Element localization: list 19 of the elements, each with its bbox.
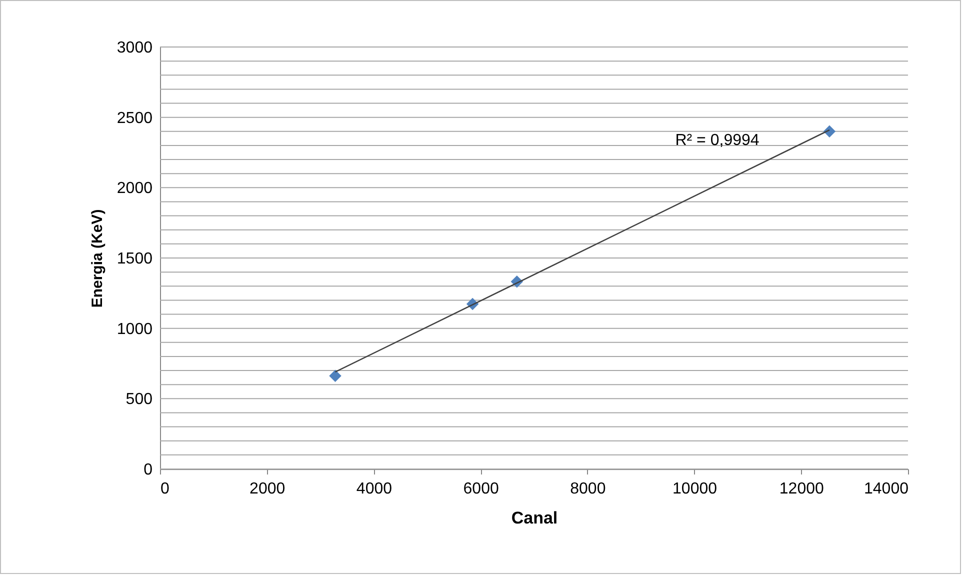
y-axis-title: Energia (KeV) (88, 209, 106, 308)
x-tick-label: 12000 (779, 480, 824, 498)
y-tick-label: 1500 (116, 250, 153, 268)
x-tick-label: 4000 (356, 480, 392, 498)
x-tick-label: 14000 (864, 480, 909, 498)
x-tick-label: 10000 (672, 480, 718, 498)
y-tick-label: 2500 (116, 110, 153, 127)
x-tick-label: 0 (160, 480, 170, 498)
y-tick-label: 0 (144, 462, 153, 478)
point (329, 370, 342, 382)
y-tick-label: 3000 (116, 40, 153, 56)
x-axis-title: Canal (511, 508, 558, 528)
y-tick-label: 500 (126, 391, 153, 408)
y-tick-label: 1000 (116, 320, 153, 338)
y-tick-label: 2000 (116, 180, 153, 198)
annotation: R² = 0,9994 (675, 132, 760, 149)
x-tick-label: 6000 (463, 480, 499, 498)
x-tick-label: 2000 (250, 480, 286, 498)
x-tick-label: 8000 (570, 480, 606, 498)
